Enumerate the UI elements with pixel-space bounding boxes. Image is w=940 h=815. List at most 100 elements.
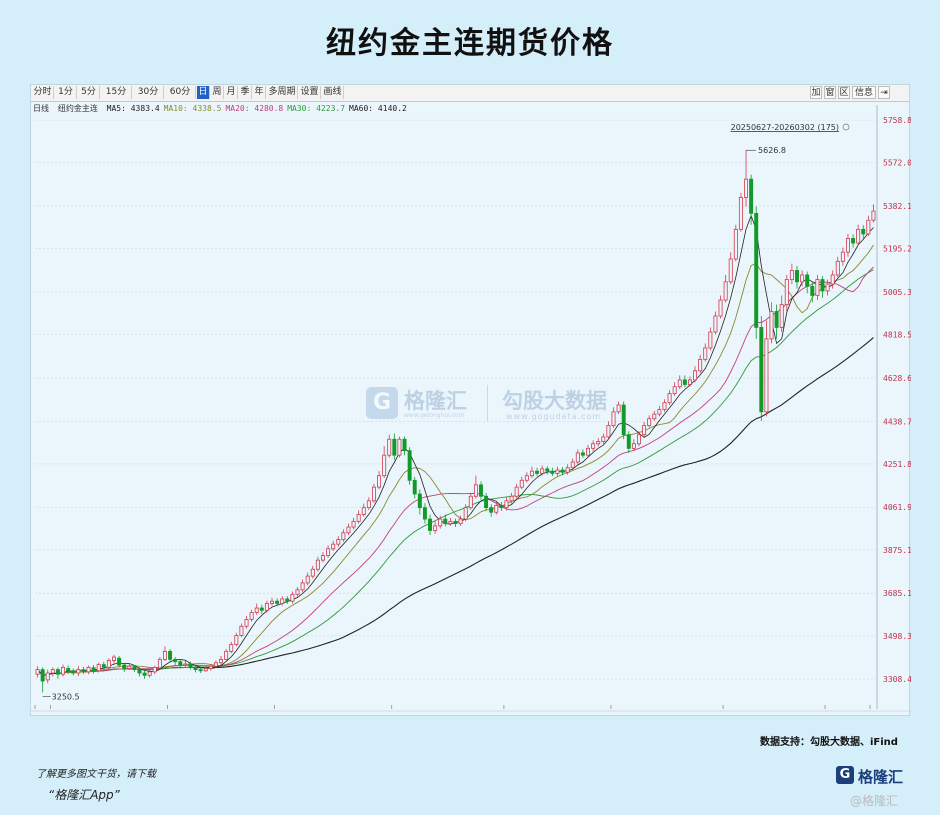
watermark-datasource-url: www.gogudata.com — [506, 412, 602, 421]
candle-body — [96, 664, 101, 672]
candle-body — [779, 304, 784, 328]
candle-body — [106, 660, 111, 668]
period-button-9[interactable]: 季 — [239, 86, 252, 99]
candle-body — [239, 625, 244, 636]
period-button-7[interactable]: 周 — [211, 86, 224, 99]
toolbar-right-button-4[interactable]: ⇥ — [878, 86, 890, 99]
ma-legend-item-1: MA10: 4338.5 — [163, 104, 222, 113]
candle-body — [631, 443, 636, 449]
candle-body — [280, 598, 285, 604]
candle-body — [137, 669, 142, 674]
candle-body — [708, 331, 713, 349]
candle-body — [514, 486, 519, 497]
period-button-3[interactable]: 15分 — [101, 86, 132, 99]
y-tick-label: 4438.7 — [883, 417, 911, 426]
period-button-5[interactable]: 60分 — [165, 86, 196, 99]
period-button-4[interactable]: 30分 — [133, 86, 164, 99]
candle-body — [749, 178, 754, 214]
candle-body — [769, 311, 774, 340]
candle-body — [861, 228, 866, 235]
candle-body — [382, 454, 387, 477]
candle-body — [295, 589, 300, 595]
candle-body — [866, 219, 871, 235]
candle-body — [259, 607, 264, 611]
candle-body — [667, 393, 672, 404]
instrument-name: 纽约金主连 — [57, 104, 98, 113]
candle-body — [152, 666, 157, 673]
candle-body — [774, 311, 779, 328]
candle-body — [524, 475, 529, 481]
candlestick-plot[interactable]: 5758.8 5572.0 5382.1 5195.2 5005.3 4818.5 4628… — [31, 85, 911, 717]
candle-body — [412, 479, 417, 495]
candle-body — [203, 668, 208, 672]
y-tick-label: 3498.3 — [883, 632, 911, 641]
candle-body — [264, 603, 269, 611]
period-button-8[interactable]: 月 — [225, 86, 238, 99]
candle-body — [693, 370, 698, 381]
candle-body — [407, 450, 412, 481]
candle-body — [871, 210, 876, 221]
candle-body — [290, 593, 295, 602]
ma-legend-item-0: MA5: 4383.4 — [106, 104, 160, 113]
watermark-datasource: 勾股大数据 — [502, 389, 607, 413]
candle-body — [371, 486, 376, 502]
candle-body — [728, 258, 733, 283]
toolbar-right-button-2[interactable]: 区 — [838, 86, 850, 99]
candle-body — [570, 461, 575, 469]
period-button-11[interactable]: 多周期 — [267, 86, 298, 99]
watermark-brand-url: www.gelonghui.com — [404, 412, 465, 419]
candle-body — [101, 664, 106, 668]
candle-body — [417, 493, 422, 509]
candle-body — [611, 411, 616, 426]
period-button-10[interactable]: 年 — [253, 86, 266, 99]
candle-body — [805, 274, 810, 287]
candle-body — [193, 666, 198, 671]
period-button-0[interactable]: 分时 — [32, 86, 54, 99]
watermark-divider — [487, 385, 488, 421]
toolbar-right-button-0[interactable]: 加 — [810, 86, 822, 99]
candle-body — [188, 663, 193, 668]
period-button-1[interactable]: 1分 — [55, 86, 77, 99]
candle-body — [565, 467, 570, 473]
candle-body — [346, 526, 351, 534]
ma-legend: 日线 纽约金主连 MA5: 4383.4 MA10: 4338.5 MA20: 42… — [33, 103, 415, 114]
y-tick-label: 3308.4 — [883, 675, 911, 684]
candle-body — [519, 479, 524, 488]
toolbar-right-button-1[interactable]: 窗 — [824, 86, 836, 99]
period-toolbar: 分时 1分 5分 15分 30分 60分日周月季年多周期 设置 画线 加窗区信息 ⇥ — [31, 85, 909, 102]
candle-body — [300, 582, 305, 591]
candle-body — [687, 379, 692, 385]
high-annotation: 5626.8 — [758, 146, 786, 155]
candle-body — [820, 279, 825, 292]
candle-body — [835, 260, 840, 276]
candle-body — [489, 507, 494, 513]
period-button-6[interactable]: 日 — [197, 86, 210, 99]
candle-body — [453, 520, 458, 525]
candle-body — [682, 379, 687, 385]
candle-body — [784, 279, 789, 306]
watermark: G 格隆汇 www.gelonghui.com 勾股大数据 www.goguda… — [366, 383, 626, 433]
candle-body — [443, 518, 448, 525]
ma20-line — [37, 266, 874, 676]
range-label: 20250627-20260302 (175) — [731, 123, 839, 132]
brand-logo-text: 格隆汇 — [858, 768, 904, 786]
candle-body — [208, 665, 213, 669]
candle-body — [397, 438, 402, 456]
period-button-12[interactable]: 设置 — [299, 86, 321, 99]
candle-body — [468, 495, 473, 509]
candle-body — [428, 518, 432, 531]
candle-body — [224, 650, 229, 660]
candle-body — [555, 469, 560, 474]
candle-body — [122, 664, 127, 669]
candle-body — [55, 669, 60, 675]
period-button-2[interactable]: 5分 — [78, 86, 100, 99]
y-tick-label: 4818.5 — [883, 331, 911, 340]
ma-legend-item-2: MA20: 4280.8 — [225, 104, 284, 113]
toolbar-right-button-3[interactable]: 信息 — [852, 86, 876, 99]
x-tick-label: 25.09 — [263, 716, 286, 717]
candle-body — [117, 657, 122, 666]
candle-body — [45, 672, 50, 681]
candle-body — [336, 539, 341, 545]
footer-text: 了解更多图文干货，请下载 — [36, 769, 156, 780]
period-button-13[interactable]: 画线 — [322, 86, 344, 99]
